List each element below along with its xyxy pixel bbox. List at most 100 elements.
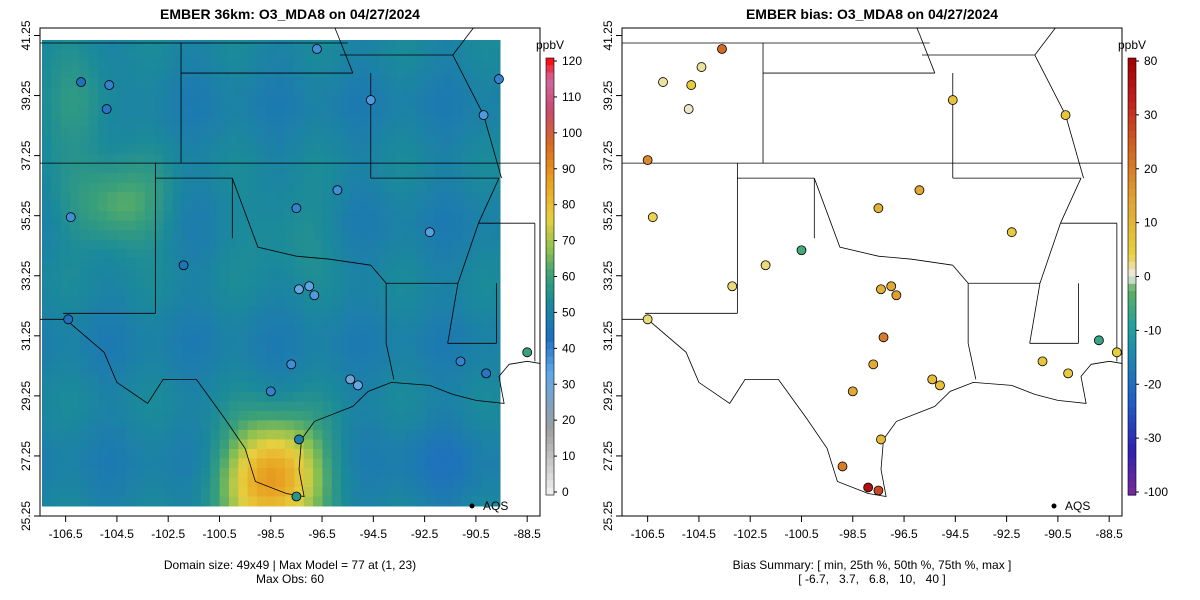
model-grid-cell (425, 315, 436, 326)
model-grid-cell (471, 68, 482, 79)
model-grid-cell (135, 192, 146, 203)
colorbar-swatch (1128, 480, 1136, 489)
model-grid-cell (126, 144, 136, 155)
model-grid-cell (247, 315, 258, 326)
model-grid-cell (154, 486, 165, 497)
model-grid-cell (51, 116, 62, 127)
model-grid-cell (154, 230, 165, 241)
model-grid-cell (60, 125, 71, 136)
model-grid-cell (88, 59, 99, 70)
model-grid-cell (200, 410, 211, 421)
model-grid-cell (247, 448, 258, 459)
model-grid-cell (42, 49, 52, 60)
x-tick-label: -98.5 (839, 527, 867, 541)
model-grid-cell (135, 391, 146, 402)
model-grid-cell (200, 192, 211, 203)
model-grid-cell (425, 439, 436, 450)
model-grid-cell (98, 439, 108, 450)
model-grid-cell (79, 410, 90, 421)
model-grid-cell (144, 68, 155, 79)
model-grid-cell (107, 372, 118, 383)
model-grid-cell (378, 192, 389, 203)
y-tick-label: 33.25 (601, 260, 615, 290)
model-grid-cell (42, 182, 52, 193)
model-grid-cell (79, 448, 90, 459)
model-grid-cell (434, 467, 445, 478)
model-grid-cell (406, 391, 417, 402)
y-tick-label: 31.25 (19, 320, 33, 350)
model-grid-cell (443, 59, 454, 70)
model-grid-cell (135, 144, 146, 155)
model-grid-cell (70, 182, 80, 193)
model-grid-cell (453, 315, 464, 326)
model-grid-cell (219, 420, 230, 431)
model-grid-cell (154, 40, 165, 51)
model-grid-cell (238, 49, 249, 60)
model-grid-cell (163, 154, 174, 165)
model-grid-cell (70, 163, 80, 174)
model-grid-cell (415, 154, 426, 165)
model-grid-cell (238, 401, 249, 412)
model-grid-cell (219, 391, 230, 402)
model-grid-cell (135, 220, 146, 231)
model-grid-cell (219, 87, 230, 98)
model-grid-cell (200, 211, 211, 222)
model-grid-cell (303, 410, 314, 421)
model-grid-cell (219, 59, 230, 70)
model-grid-cell (481, 87, 492, 98)
model-grid-cell (481, 477, 492, 488)
model-grid-cell (191, 315, 202, 326)
model-grid-cell (387, 268, 398, 279)
model-grid-cell (313, 410, 323, 421)
aqs-legend-label: AQS (1065, 499, 1090, 513)
model-grid-cell (79, 429, 90, 440)
model-grid-cell (397, 97, 408, 108)
model-grid-cell (387, 106, 398, 117)
model-grid-cell (303, 268, 314, 279)
model-grid-cell (154, 125, 165, 136)
model-grid-cell (471, 268, 482, 279)
model-grid-cell (443, 87, 454, 98)
model-grid-cell (303, 211, 314, 222)
model-grid-cell (210, 49, 221, 60)
model-grid-cell (144, 154, 155, 165)
colorbar-swatch (546, 261, 554, 270)
model-grid-cell (387, 135, 398, 146)
model-grid-cell (79, 239, 90, 250)
model-grid-cell (275, 40, 286, 51)
model-grid-cell (266, 458, 277, 469)
model-grid-cell (98, 211, 108, 222)
colorbar-swatch (546, 145, 554, 154)
model-grid-cell (359, 344, 370, 355)
model-grid-cell (107, 296, 118, 307)
model-grid-cell (350, 306, 361, 317)
model-grid-cell (471, 458, 482, 469)
aqs-observation-point (312, 44, 322, 54)
model-grid-cell (210, 144, 221, 155)
model-grid-cell (322, 410, 333, 421)
model-grid-cell (163, 125, 174, 136)
model-grid-cell (191, 230, 202, 241)
colorbar-swatch (1128, 254, 1136, 263)
model-grid-cell (144, 315, 155, 326)
model-grid-cell (219, 49, 230, 60)
model-grid-cell (341, 135, 351, 146)
model-grid-cell (462, 458, 473, 469)
model-grid-cell (471, 116, 482, 127)
model-grid-cell (443, 144, 454, 155)
model-grid-cell (247, 230, 258, 241)
model-grid-cell (481, 211, 492, 222)
bias-point (927, 374, 938, 385)
model-grid-cell (98, 315, 108, 326)
model-grid-cell (154, 68, 165, 79)
colorbar-swatch (546, 101, 554, 110)
model-grid-cell (219, 144, 230, 155)
model-grid-cell (70, 49, 80, 60)
model-grid-cell (126, 135, 136, 146)
model-grid-cell (294, 97, 305, 108)
model-grid-cell (135, 106, 146, 117)
model-grid-cell (415, 220, 426, 231)
model-grid-cell (313, 296, 323, 307)
model-grid-cell (116, 40, 127, 51)
model-grid-cell (144, 97, 155, 108)
